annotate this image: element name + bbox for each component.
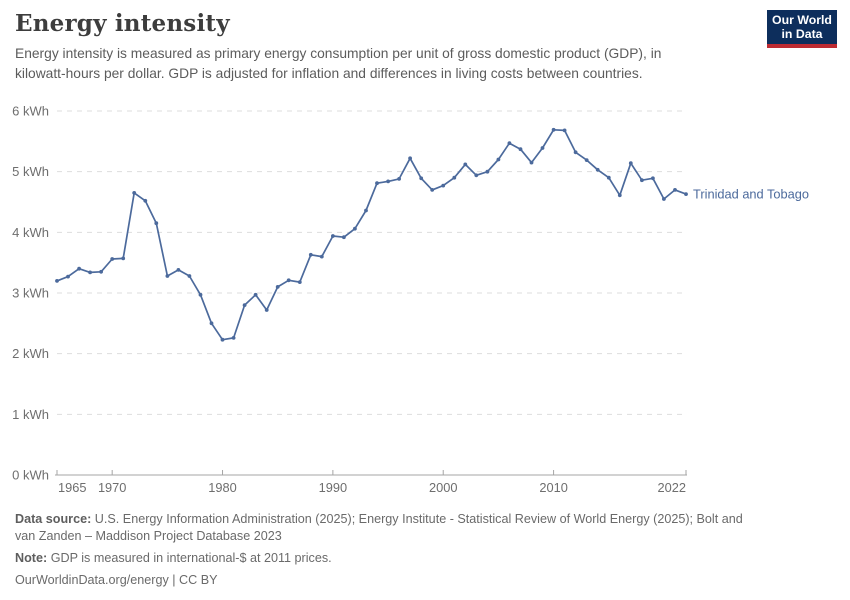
owid-logo: Our World in Data bbox=[767, 10, 837, 48]
data-point bbox=[275, 285, 280, 289]
data-point bbox=[628, 161, 633, 166]
data-point bbox=[253, 292, 258, 297]
page-title: Energy intensity bbox=[15, 10, 230, 37]
data-point bbox=[606, 175, 611, 180]
data-point bbox=[529, 160, 534, 165]
data-point bbox=[66, 274, 70, 279]
data-point bbox=[651, 176, 655, 181]
data-point bbox=[364, 208, 368, 213]
data-point bbox=[386, 179, 390, 184]
owid-logo-line1: Our World bbox=[772, 12, 832, 27]
note-text: GDP is measured in international-$ at 20… bbox=[50, 551, 332, 566]
data-point bbox=[88, 270, 92, 275]
data-point bbox=[584, 158, 589, 162]
x-tick-label: 2022 bbox=[658, 480, 686, 495]
data-source-label: Data source: bbox=[15, 512, 92, 526]
data-point bbox=[540, 146, 545, 150]
data-point bbox=[231, 336, 236, 340]
credit-line[interactable]: OurWorldinData.org/energy | CC BY bbox=[15, 573, 218, 588]
data-point bbox=[375, 181, 379, 186]
data-point bbox=[286, 278, 291, 283]
data-point bbox=[55, 279, 59, 283]
data-point bbox=[176, 268, 181, 272]
owid-logo-line2: in Data bbox=[781, 27, 823, 41]
y-tick-label: 6 kWh bbox=[12, 104, 49, 119]
data-point bbox=[198, 292, 203, 297]
y-tick-label: 1 kWh bbox=[12, 407, 49, 422]
data-point bbox=[308, 252, 313, 257]
data-point bbox=[452, 175, 457, 180]
data-point bbox=[342, 235, 346, 240]
data-source-line: Data source: U.S. Energy Information Adm… bbox=[15, 511, 757, 545]
chart-area[interactable]: 0 kWh 1 kWh 2 kWh 3 kWh 4 kWh 5 kWh 6 kWh 1965 1… bbox=[0, 100, 850, 505]
data-point bbox=[408, 156, 412, 161]
data-point bbox=[154, 221, 159, 226]
x-tick-label: 2010 bbox=[539, 480, 567, 495]
y-tick-label: 0 kWh bbox=[12, 468, 49, 483]
data-point bbox=[673, 188, 677, 192]
data-point bbox=[463, 162, 468, 167]
y-tick-label: 2 kWh bbox=[12, 346, 49, 361]
data-point bbox=[220, 337, 225, 342]
data-point bbox=[573, 150, 578, 155]
data-point bbox=[507, 141, 512, 146]
data-point bbox=[474, 173, 479, 178]
data-point bbox=[165, 274, 170, 278]
x-tick-label: 2000 bbox=[429, 480, 457, 495]
y-tick-label: 5 kWh bbox=[12, 164, 49, 179]
data-point bbox=[419, 176, 424, 181]
x-tick-label: 1980 bbox=[208, 480, 236, 495]
data-point bbox=[595, 167, 600, 172]
x-tick-label: 1970 bbox=[98, 480, 126, 495]
data-point bbox=[77, 266, 81, 271]
data-point bbox=[99, 269, 103, 274]
chart-subtitle: Energy intensity is measured as primary … bbox=[15, 46, 662, 82]
data-point bbox=[132, 191, 137, 195]
data-point bbox=[264, 308, 269, 312]
series-label[interactable]: Trinidad and Tobago bbox=[693, 186, 809, 201]
data-point bbox=[684, 192, 688, 196]
data-point bbox=[319, 254, 324, 259]
data-point bbox=[617, 193, 622, 198]
data-point bbox=[662, 197, 666, 201]
data-point bbox=[485, 169, 490, 174]
x-tick-label: 1990 bbox=[319, 480, 347, 495]
data-point bbox=[441, 183, 446, 188]
data-point bbox=[143, 198, 148, 203]
data-point bbox=[551, 127, 556, 132]
data-point bbox=[209, 321, 214, 326]
y-tick-label: 4 kWh bbox=[12, 225, 49, 240]
data-point bbox=[331, 234, 335, 238]
chart-footer: Data source: U.S. Energy Information Adm… bbox=[15, 511, 757, 595]
y-tick-label: 3 kWh bbox=[12, 286, 49, 301]
data-point bbox=[562, 128, 567, 133]
chart-header: Energy intensity Energy intensity is mea… bbox=[15, 10, 735, 84]
data-point bbox=[397, 177, 401, 181]
data-point bbox=[353, 226, 357, 231]
data-point bbox=[187, 274, 192, 278]
data-point bbox=[430, 188, 435, 192]
data-point bbox=[121, 256, 126, 261]
data-point bbox=[640, 178, 644, 183]
data-point bbox=[242, 303, 247, 307]
note-line: Note: GDP is measured in international-$… bbox=[15, 550, 757, 567]
data-point bbox=[297, 280, 302, 284]
x-tick-label: 1965 bbox=[58, 480, 86, 495]
data-point bbox=[110, 257, 115, 261]
data-source-text: U.S. Energy Information Administration (… bbox=[15, 512, 743, 544]
data-point bbox=[518, 147, 523, 152]
note-label: Note: bbox=[15, 551, 48, 566]
data-point bbox=[496, 157, 501, 162]
data-line[interactable] bbox=[56, 128, 687, 341]
